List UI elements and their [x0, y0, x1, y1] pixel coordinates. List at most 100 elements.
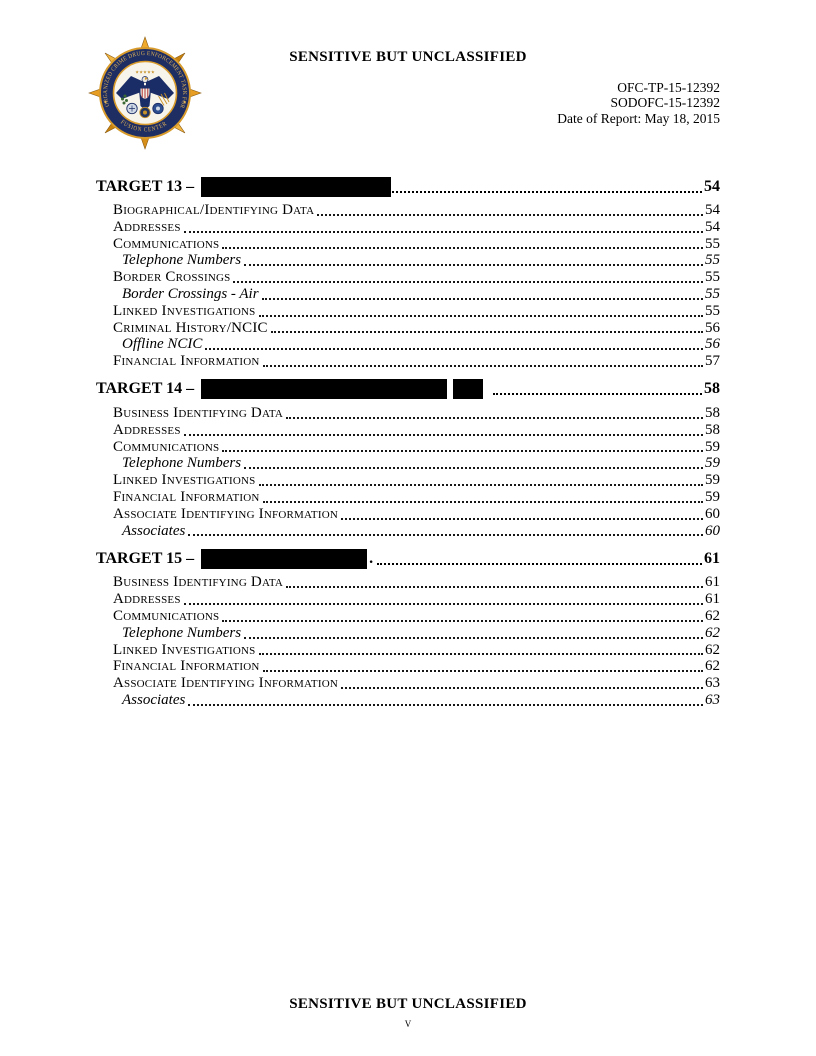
dot-leader	[286, 586, 703, 589]
toc-entry-label: Communications	[113, 438, 220, 455]
classification-banner-top: SENSITIVE BUT UNCLASSIFIED	[289, 49, 527, 65]
dot-leader	[222, 247, 703, 250]
toc-entry: Financial Information 59	[96, 489, 720, 506]
seal-eagle-emblem: ★★★★★	[116, 70, 174, 119]
dot-leader	[188, 534, 703, 537]
toc-entry: Associates 60	[96, 523, 720, 540]
toc-entry: Business Identifying Data 61	[96, 574, 720, 591]
dot-leader	[262, 364, 703, 367]
toc-entry-label: Criminal History/NCIC	[113, 319, 268, 336]
toc-entry-page: 57	[705, 353, 720, 370]
dot-leader	[222, 450, 703, 453]
redaction-bar	[201, 548, 368, 569]
dot-leader	[244, 264, 703, 267]
toc-entry-label: Linked Investigations	[113, 302, 256, 319]
report-number-secondary: SODOFC-15-12392	[610, 95, 720, 111]
toc-entry-label: Business Identifying Data	[113, 574, 284, 591]
report-info-block: OFC-TP-15-12392 SODOFC-15-12392 Date of …	[557, 80, 720, 126]
toc-section-page: 61	[704, 549, 720, 567]
dot-leader	[270, 331, 703, 334]
toc-entry-label: Associate Identifying Information	[113, 675, 338, 692]
toc-entry-label: Financial Information	[113, 658, 260, 675]
toc-entry: Border Crossings 55	[96, 269, 720, 286]
toc-entry-page: 56	[705, 336, 720, 353]
toc-section-suffix: .	[369, 549, 374, 567]
dot-leader	[188, 703, 703, 706]
redaction-bar	[201, 176, 392, 197]
dot-leader	[233, 280, 703, 283]
toc-entry: Financial Information 62	[96, 658, 720, 675]
toc-entry-page: 59	[705, 488, 720, 505]
toc-entry-label: Biographical/Identifying Data	[113, 202, 315, 218]
toc-entry: Addresses 58	[96, 422, 720, 439]
toc-entry-label: Business Identifying Data	[113, 404, 284, 421]
toc-entry: Linked Investigations 59	[96, 472, 720, 489]
dot-leader	[183, 433, 703, 436]
toc-entry-page: 63	[705, 691, 720, 708]
toc-entry: Addresses 61	[96, 591, 720, 608]
toc-entry-label: Linked Investigations	[113, 641, 256, 658]
toc-entry-page: 61	[705, 591, 720, 608]
toc-section-heading-target-13: TARGET 13 – 54	[96, 176, 720, 197]
toc-entry-label: Addresses	[113, 591, 181, 608]
toc-entry-label: Telephone Numbers	[122, 252, 242, 269]
toc-entry-page: 55	[705, 285, 720, 302]
toc-entry: Addresses 54	[96, 219, 720, 236]
toc-entry-page: 59	[705, 455, 720, 472]
toc-entry-label: Communications	[113, 235, 220, 252]
toc-section-page: 58	[704, 380, 720, 398]
dot-leader	[222, 619, 703, 622]
dot-leader	[262, 500, 703, 503]
toc-entry-label: Communications	[113, 607, 220, 624]
redaction-bar	[201, 379, 448, 400]
toc-entry: Communications 55	[96, 236, 720, 253]
toc-entry-label: Linked Investigations	[113, 472, 256, 489]
report-number-primary: OFC-TP-15-12392	[617, 80, 720, 95]
toc-entry-page: 55	[705, 235, 720, 252]
table-of-contents: TARGET 13 – 54 Biographical/Identifying …	[96, 167, 720, 709]
toc-entry-label: Border Crossings	[113, 269, 231, 286]
toc-entry-page: 62	[705, 658, 720, 675]
toc-entry-page: 58	[705, 404, 720, 421]
ocdetf-fusion-center-seal-icon: ORGANIZED CRIME DRUG ENFORCEMENT TASK FO…	[88, 36, 202, 150]
toc-entry-page: 59	[705, 472, 720, 489]
toc-entry: Offline NCIC 56	[96, 336, 720, 353]
toc-entry-page: 55	[705, 252, 720, 269]
toc-entry-page: 55	[705, 302, 720, 319]
toc-entry-page: 56	[705, 319, 720, 336]
dot-leader	[392, 190, 702, 193]
toc-section-title: TARGET 15 –	[96, 549, 195, 567]
toc-entry-page: 61	[705, 574, 720, 591]
dot-leader	[340, 686, 703, 689]
dot-leader	[261, 297, 703, 300]
toc-entry: Communications 62	[96, 608, 720, 625]
redaction-bar	[453, 379, 484, 400]
toc-entry: Associates 63	[96, 692, 720, 709]
toc-entry-label: Financial Information	[113, 488, 260, 505]
toc-entry-page: 63	[705, 675, 720, 692]
toc-section-title: TARGET 13 –	[96, 177, 195, 195]
toc-entry: Criminal History/NCIC 56	[96, 320, 720, 337]
toc-entry-label: Border Crossings - Air	[122, 285, 259, 302]
toc-entry: Telephone Numbers 59	[96, 455, 720, 472]
toc-entry: Associate Identifying Information 60	[96, 506, 720, 523]
toc-entry: Linked Investigations 62	[96, 642, 720, 659]
page-number: v	[404, 1015, 412, 1030]
toc-entry-page: 62	[705, 624, 720, 641]
dot-leader	[244, 636, 703, 639]
dot-leader	[258, 314, 703, 317]
dot-leader	[258, 483, 703, 486]
report-date: Date of Report: May 18, 2015	[557, 110, 720, 126]
toc-entry: Telephone Numbers 55	[96, 252, 720, 269]
dot-leader	[262, 670, 703, 673]
toc-entry: Financial Information 57	[96, 353, 720, 370]
toc-entry-page: 59	[705, 438, 720, 455]
toc-entry-label: Addresses	[113, 421, 181, 438]
toc-entry-label: Associates	[122, 522, 186, 539]
toc-section-heading-target-14: TARGET 14 – 58	[96, 379, 720, 400]
toc-entry-page: 62	[705, 607, 720, 624]
toc-entry: Communications 59	[96, 439, 720, 456]
toc-entry-page: 58	[705, 421, 720, 438]
toc-section-title: TARGET 14 –	[96, 380, 195, 398]
